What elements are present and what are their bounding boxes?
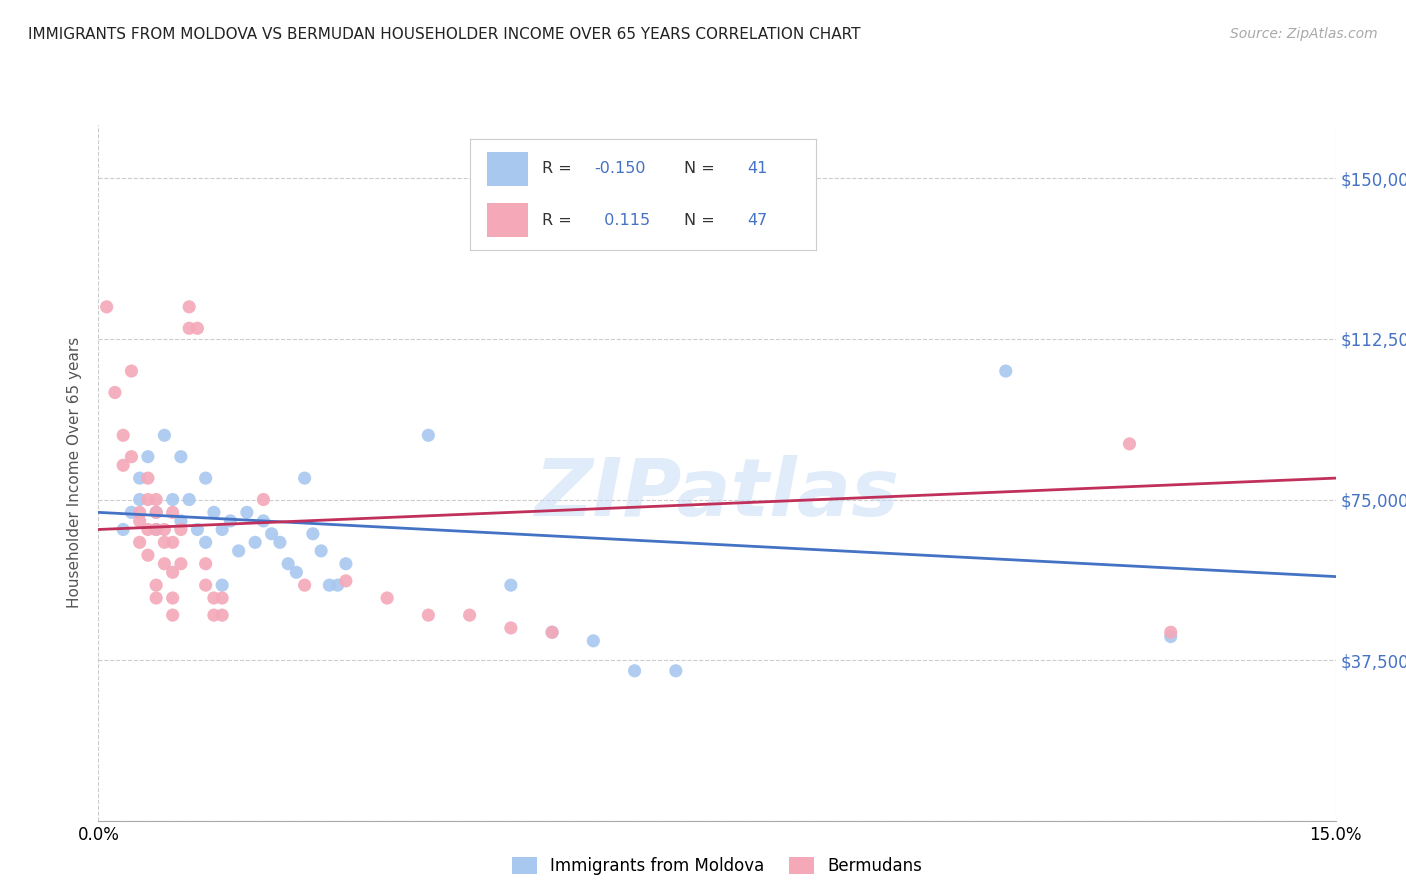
Point bbox=[252, 514, 274, 528]
Point bbox=[202, 505, 225, 519]
Legend: Immigrants from Moldova, Bermudans: Immigrants from Moldova, Bermudans bbox=[505, 850, 929, 882]
Point bbox=[202, 608, 225, 623]
Point bbox=[170, 450, 193, 464]
Point bbox=[112, 523, 135, 537]
Point bbox=[294, 578, 316, 592]
Point bbox=[120, 450, 142, 464]
Point bbox=[162, 608, 184, 623]
Point bbox=[277, 557, 299, 571]
Point bbox=[335, 574, 357, 588]
Point bbox=[162, 566, 184, 580]
Point bbox=[418, 608, 440, 623]
Point bbox=[623, 664, 645, 678]
Point bbox=[269, 535, 291, 549]
Point bbox=[228, 544, 250, 558]
Point bbox=[145, 492, 167, 507]
Point bbox=[211, 523, 233, 537]
Point bbox=[665, 664, 688, 678]
Point bbox=[1160, 630, 1182, 644]
Point bbox=[994, 364, 1017, 378]
Point bbox=[153, 428, 176, 442]
Point bbox=[145, 578, 167, 592]
Point bbox=[211, 608, 233, 623]
Point bbox=[186, 523, 208, 537]
Point bbox=[128, 535, 150, 549]
Point bbox=[104, 385, 127, 400]
Text: Source: ZipAtlas.com: Source: ZipAtlas.com bbox=[1230, 27, 1378, 41]
Point bbox=[145, 523, 167, 537]
Point bbox=[136, 492, 159, 507]
Point bbox=[458, 608, 481, 623]
Point bbox=[186, 321, 208, 335]
Point bbox=[541, 625, 564, 640]
Point bbox=[252, 492, 274, 507]
Point bbox=[145, 591, 167, 605]
Point bbox=[219, 514, 242, 528]
Point bbox=[541, 625, 564, 640]
Point bbox=[128, 514, 150, 528]
Point bbox=[179, 300, 201, 314]
Point bbox=[145, 523, 167, 537]
Point bbox=[128, 492, 150, 507]
Point bbox=[499, 578, 522, 592]
Point bbox=[285, 566, 308, 580]
Point bbox=[162, 535, 184, 549]
Point bbox=[120, 364, 142, 378]
Point bbox=[170, 514, 193, 528]
Point bbox=[128, 471, 150, 485]
Point bbox=[499, 621, 522, 635]
Point bbox=[194, 578, 217, 592]
Point bbox=[153, 557, 176, 571]
Point bbox=[162, 505, 184, 519]
Point bbox=[194, 557, 217, 571]
Point bbox=[260, 526, 283, 541]
Point bbox=[153, 535, 176, 549]
Point bbox=[236, 505, 259, 519]
Point bbox=[335, 557, 357, 571]
Point bbox=[96, 300, 118, 314]
Point bbox=[112, 428, 135, 442]
Point bbox=[162, 492, 184, 507]
Point bbox=[170, 557, 193, 571]
Point bbox=[194, 535, 217, 549]
Point bbox=[582, 633, 605, 648]
Point bbox=[136, 471, 159, 485]
Point bbox=[179, 321, 201, 335]
Point bbox=[326, 578, 349, 592]
Point bbox=[418, 428, 440, 442]
Point bbox=[112, 458, 135, 473]
Point bbox=[211, 591, 233, 605]
Point bbox=[194, 471, 217, 485]
Point bbox=[309, 544, 332, 558]
Point bbox=[294, 471, 316, 485]
Point bbox=[120, 505, 142, 519]
Point bbox=[136, 523, 159, 537]
Point bbox=[243, 535, 266, 549]
Point bbox=[153, 523, 176, 537]
Point bbox=[1160, 625, 1182, 640]
Point bbox=[302, 526, 325, 541]
Point bbox=[202, 591, 225, 605]
Text: ZIPatlas: ZIPatlas bbox=[534, 455, 900, 533]
Point bbox=[211, 578, 233, 592]
Text: IMMIGRANTS FROM MOLDOVA VS BERMUDAN HOUSEHOLDER INCOME OVER 65 YEARS CORRELATION: IMMIGRANTS FROM MOLDOVA VS BERMUDAN HOUS… bbox=[28, 27, 860, 42]
Point bbox=[170, 523, 193, 537]
Point bbox=[136, 548, 159, 562]
Point bbox=[1118, 437, 1140, 451]
Point bbox=[179, 492, 201, 507]
Point bbox=[318, 578, 340, 592]
Point bbox=[136, 450, 159, 464]
Y-axis label: Householder Income Over 65 years: Householder Income Over 65 years bbox=[67, 337, 83, 608]
Point bbox=[128, 505, 150, 519]
Point bbox=[145, 505, 167, 519]
Point bbox=[145, 505, 167, 519]
Point bbox=[162, 591, 184, 605]
Point bbox=[375, 591, 398, 605]
